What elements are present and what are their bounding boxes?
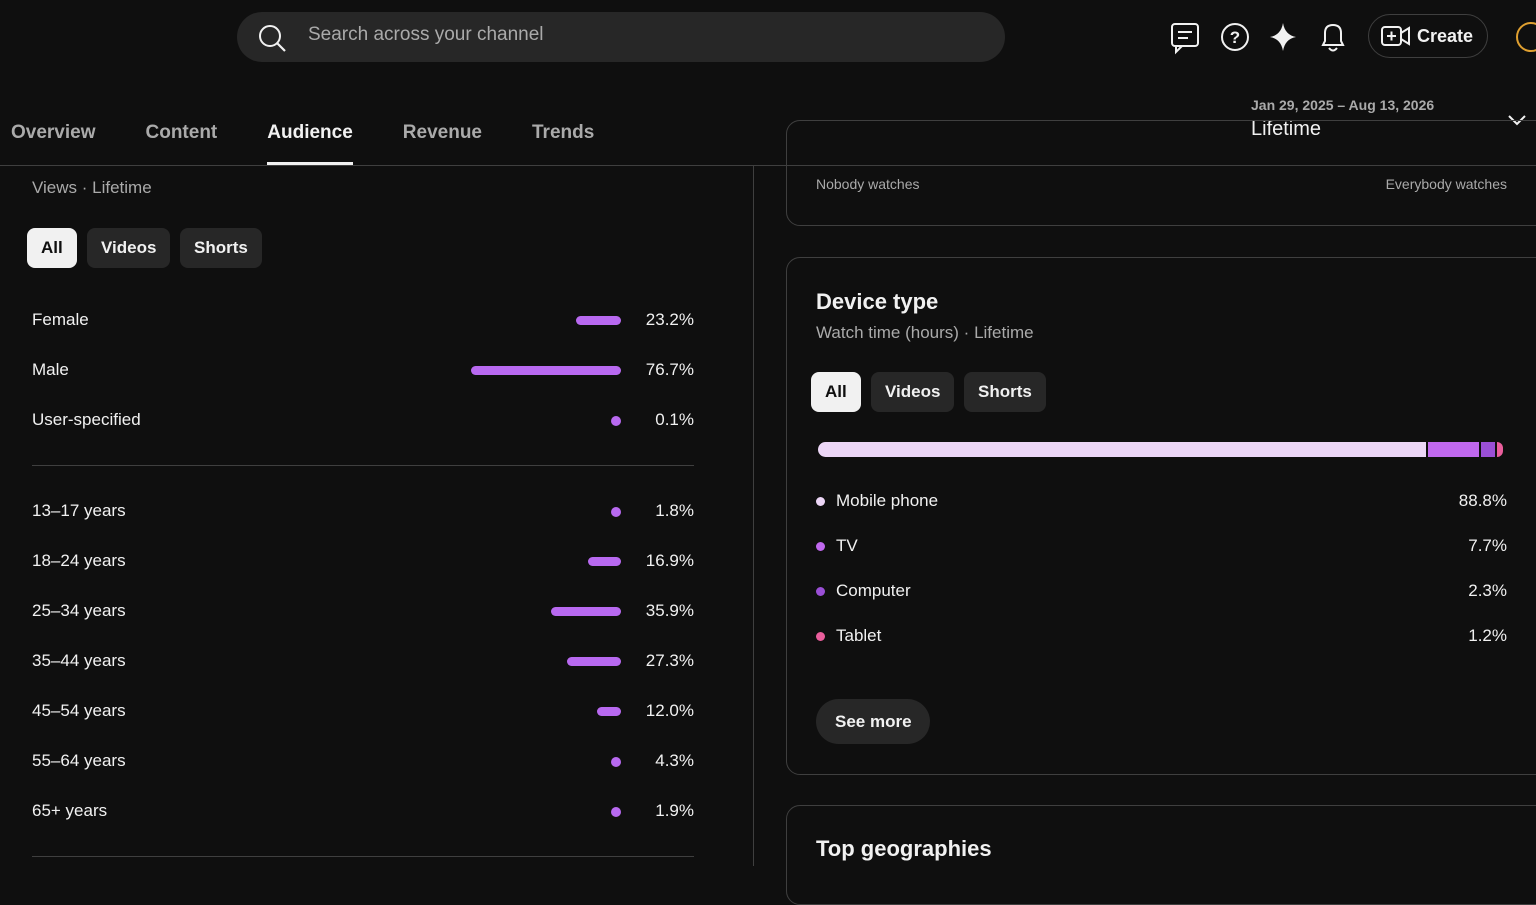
row-value: 1.8%: [655, 501, 694, 520]
bar: [611, 507, 621, 517]
row-label: Female: [32, 310, 89, 329]
bar: [597, 707, 621, 716]
filter-chip[interactable]: All: [811, 372, 861, 412]
legend-value: 2.3%: [1468, 581, 1507, 600]
device-card: [786, 257, 1536, 775]
filter-chip[interactable]: Videos: [871, 372, 955, 412]
see-more-label: See more: [835, 712, 912, 731]
see-more-button[interactable]: [816, 699, 930, 744]
row-value: 35.9%: [645, 601, 694, 620]
filter-chip[interactable]: Videos: [87, 228, 171, 268]
tab[interactable]: Content: [145, 122, 218, 143]
row-value: 0.1%: [655, 410, 694, 429]
retention-card: [786, 120, 1536, 226]
retention-low-label: Nobody watches: [816, 176, 920, 192]
bar: [587, 557, 621, 566]
row-label: 35–44 years: [32, 651, 126, 670]
filter-chip[interactable]: Shorts: [964, 372, 1046, 412]
device-title: Device type: [816, 289, 939, 314]
geographies-title: Top geographies: [816, 836, 992, 861]
row-value: 12.0%: [645, 701, 694, 720]
filter-chip[interactable]: Shorts: [180, 228, 262, 268]
bar: [470, 366, 621, 375]
svg-text:?: ?: [1230, 28, 1240, 47]
bar: [550, 607, 621, 616]
demographics-subtitle: Views · Lifetime: [32, 178, 152, 197]
legend-label: Mobile phone: [836, 491, 939, 510]
search-box[interactable]: [237, 12, 1005, 62]
avatar[interactable]: [1516, 22, 1536, 52]
create-button[interactable]: [1368, 14, 1488, 58]
row-label: 18–24 years: [32, 551, 126, 570]
create-icon: [1381, 26, 1410, 46]
date-range: Jan 29, 2025 – Aug 13, 2026: [1251, 97, 1435, 113]
divider: [32, 856, 694, 857]
row-value: 16.9%: [645, 551, 694, 570]
create-label: Create: [1417, 26, 1474, 46]
device-segment: [1480, 442, 1495, 457]
legend-label: Computer: [836, 581, 911, 600]
row-value: 23.2%: [645, 310, 694, 329]
legend-label: Tablet: [836, 626, 882, 645]
row-label: 13–17 years: [32, 501, 126, 520]
divider: [0, 165, 1536, 166]
row-value: 76.7%: [645, 360, 694, 379]
device-subtitle: Watch time (hours) · Lifetime: [816, 323, 1034, 342]
period: Lifetime: [1251, 118, 1322, 140]
search-icon: [259, 25, 286, 52]
row-value: 27.3%: [645, 651, 694, 670]
legend-value: 7.7%: [1468, 536, 1507, 555]
row-label: 55–64 years: [32, 751, 126, 770]
row-label: 45–54 years: [32, 701, 126, 720]
bar: [567, 657, 621, 666]
toolbar-icons: ?: [1171, 23, 1345, 55]
legend-label: TV: [836, 536, 858, 555]
demographics-card: [0, 166, 754, 866]
bar: [611, 807, 621, 817]
device-segment: [1428, 442, 1479, 457]
retention-high-label: Everybody watches: [1385, 176, 1507, 192]
divider: [32, 465, 694, 466]
tab-bar: Overview Content Audience Revenue Trends: [11, 122, 594, 165]
row-label: 65+ years: [32, 801, 108, 820]
period-dropdown[interactable]: [1506, 112, 1528, 128]
tab[interactable]: Trends: [532, 122, 595, 143]
row-label: User-specified: [32, 410, 141, 429]
legend-value: 1.2%: [1468, 626, 1507, 645]
row-label: Male: [32, 360, 69, 379]
tab[interactable]: Overview: [11, 122, 96, 143]
page: {"header": {"search_placeholder": "Searc…: [0, 12, 1536, 905]
legend-dot: [816, 587, 825, 596]
row-label: 25–34 years: [32, 601, 126, 620]
tab[interactable]: Revenue: [402, 122, 482, 143]
device-segment: [1496, 442, 1503, 457]
row-value: 4.3%: [655, 751, 694, 770]
legend-dot: [816, 497, 825, 506]
bar: [611, 416, 621, 426]
search-placeholder: Search across your channel: [308, 24, 544, 45]
filter-chip[interactable]: All: [27, 228, 77, 268]
row-value: 1.9%: [655, 801, 694, 820]
bar: [575, 316, 621, 325]
legend-dot: [816, 542, 825, 551]
device-segment: [818, 442, 1427, 457]
legend-value: 88.8%: [1458, 491, 1507, 510]
legend-dot: [816, 632, 825, 641]
bar: [611, 757, 621, 767]
tab[interactable]: Audience: [267, 122, 353, 165]
